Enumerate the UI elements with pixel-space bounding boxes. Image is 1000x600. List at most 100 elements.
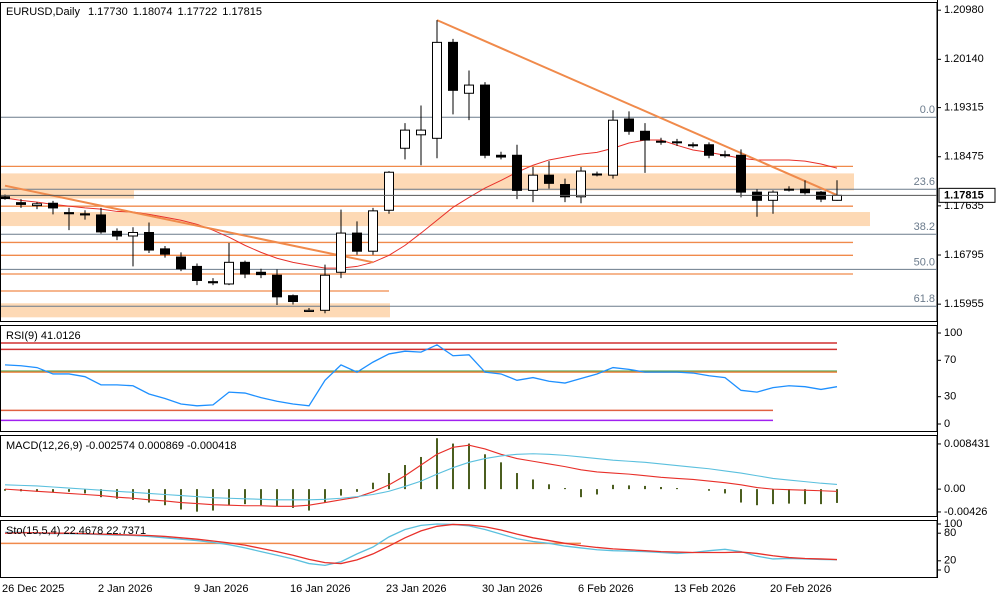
macd-bar: [404, 465, 406, 490]
x-tick-label: 16 Jan 2026: [290, 583, 351, 595]
zone: [1, 173, 854, 191]
macd-bar: [740, 489, 742, 503]
zone: [1, 212, 870, 227]
candle-body: [144, 231, 154, 251]
macd-bar: [612, 484, 614, 490]
candle-body: [832, 194, 842, 201]
candle-body: [528, 174, 538, 191]
candle-body: [656, 140, 666, 143]
macd-bar: [4, 489, 6, 491]
macd-bar: [468, 443, 470, 490]
fib-label: 61.8: [914, 293, 935, 305]
macd-bar: [516, 473, 518, 490]
macd-bar: [788, 489, 790, 504]
macd-bar: [84, 489, 86, 494]
candle-body: [256, 271, 266, 276]
candle-body: [784, 188, 794, 191]
trendline: [4, 184, 374, 264]
macd-bar: [500, 462, 502, 490]
candle-body: [416, 129, 426, 136]
macd-bar: [196, 489, 198, 512]
candle-body: [272, 274, 282, 298]
y-tick-label: 0.00: [944, 483, 965, 495]
x-tick-label: 30 Jan 2026: [482, 583, 543, 595]
candle-body: [240, 261, 250, 275]
header-value: 1.17722: [178, 6, 218, 18]
candle-body: [336, 232, 346, 273]
candle-body: [384, 171, 394, 211]
macd-bar: [724, 489, 726, 494]
macd-bar: [356, 489, 358, 492]
fib-label: 50.0: [914, 256, 935, 268]
y-tick-label: 80: [944, 527, 956, 539]
macd-bar: [372, 482, 374, 490]
candle-body: [512, 154, 522, 191]
macd-bar: [388, 473, 390, 490]
last-price-box: [938, 187, 996, 203]
x-tick-label: 6 Feb 2026: [578, 583, 634, 595]
indicator-line: [4, 523, 838, 565]
header-value: 1.18074: [133, 6, 173, 18]
macd-bar: [164, 489, 166, 506]
macd-bar: [548, 484, 550, 490]
y-tick-label: 0: [944, 418, 950, 430]
candle-body: [0, 196, 10, 200]
candle-body: [64, 212, 74, 215]
y-tick-label: 20: [944, 555, 956, 567]
indicator-line: [4, 344, 838, 407]
candle-body: [704, 144, 714, 156]
candle-body: [224, 261, 234, 285]
y-tick-label: 1.15955: [944, 298, 984, 310]
candle-body: [288, 295, 298, 303]
macd-bar: [452, 443, 454, 490]
macd-bar: [596, 489, 598, 495]
macd-bar: [260, 489, 262, 506]
macd-bar: [228, 489, 230, 506]
macd-bar: [340, 489, 342, 496]
indicator-title: Sto(15,5,4) 22.4678 22.7371: [6, 525, 146, 537]
candle-body: [192, 265, 202, 281]
macd-bar: [100, 489, 102, 498]
candle-body: [544, 174, 554, 184]
candle-body: [304, 309, 314, 312]
indicator-title: RSI(9) 41.0126: [6, 330, 81, 342]
macd-bar: [756, 489, 758, 506]
macd-bar: [436, 438, 438, 490]
candle-body: [496, 154, 506, 158]
candle-body: [16, 202, 26, 205]
macd-bar: [836, 489, 838, 503]
candle-body: [448, 41, 458, 91]
macd-bar: [676, 488, 678, 490]
candle-body: [752, 191, 762, 201]
macd-bar: [532, 479, 534, 490]
macd-bar: [644, 485, 646, 490]
macd-bar: [580, 489, 582, 498]
macd-bar: [628, 485, 630, 490]
macd-bar: [36, 489, 38, 492]
header-value: 1.17730: [88, 6, 128, 18]
macd-bar: [292, 489, 294, 508]
candle-body: [128, 231, 138, 237]
x-tick-label: 9 Jan 2026: [194, 583, 248, 595]
x-tick-label: 13 Feb 2026: [674, 583, 736, 595]
x-tick-label: 23 Jan 2026: [386, 583, 447, 595]
macd-bar: [148, 489, 150, 503]
y-tick-label: 1.19315: [944, 102, 984, 114]
macd-bar: [324, 489, 326, 503]
macd-bar: [708, 489, 710, 491]
candle-body: [400, 129, 410, 149]
y-tick-label: 100: [944, 327, 962, 339]
y-tick-label: 1.16795: [944, 249, 984, 261]
candle-body: [160, 248, 170, 255]
fib-label: 38.2: [914, 221, 935, 233]
x-tick-label: 20 Feb 2026: [770, 583, 832, 595]
x-tick-label: 2 Jan 2026: [98, 583, 152, 595]
macd-bar: [116, 489, 118, 499]
zone: [1, 303, 390, 318]
y-tick-label: 100: [944, 518, 962, 530]
header-value: 1.17815: [222, 6, 262, 18]
candle-body: [672, 141, 682, 144]
